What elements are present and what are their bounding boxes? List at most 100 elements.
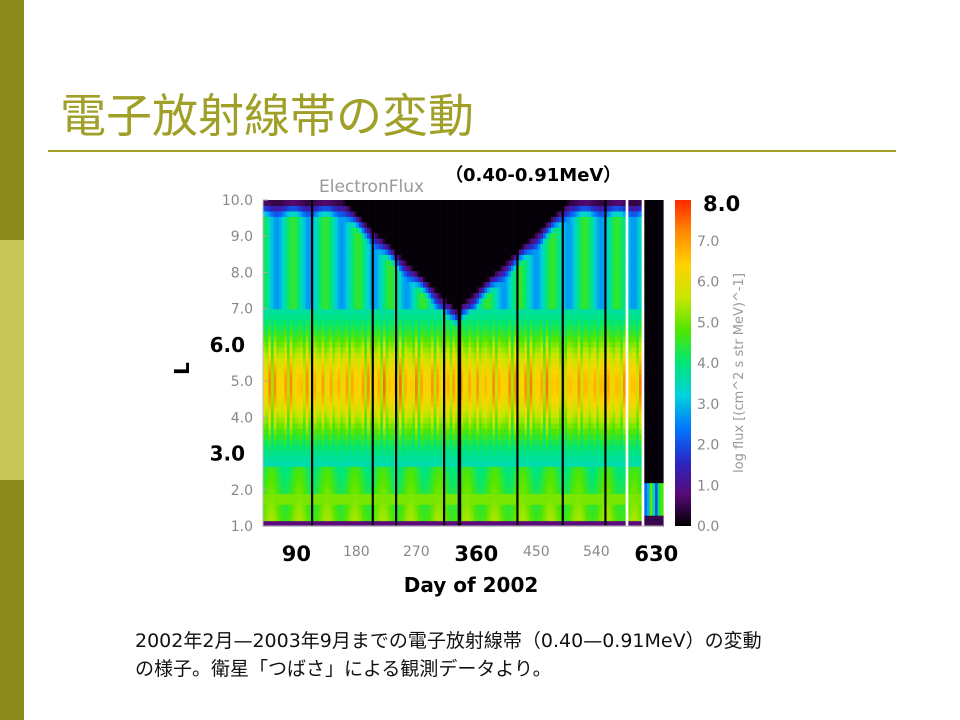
heatmap-cell [476,498,480,505]
heatmap-cell [335,221,339,228]
heatmap-cell [324,406,328,413]
heatmap-cell [361,281,365,288]
heatmap-cell [444,493,448,500]
heatmap-cell [313,286,317,293]
heatmap-cell [409,308,413,315]
heatmap-cell [447,352,451,359]
heatmap-cell [460,357,464,364]
heatmap-cell [340,324,344,331]
heatmap-cell [353,314,357,321]
heatmap-cell [476,401,480,408]
heatmap-cell [361,200,365,207]
heatmap-cell [265,455,269,462]
heatmap-cell [417,395,421,402]
heatmap-cell [385,200,389,207]
heatmap-cell [444,254,448,261]
heatmap-cell [388,221,392,228]
heatmap-cell [268,232,272,239]
heatmap-cell [300,238,304,245]
heatmap-cell [428,243,432,250]
heatmap-cell [273,384,277,391]
heatmap-cell [415,330,419,337]
heatmap-cell [273,248,277,255]
heatmap-cell [359,390,363,397]
heatmap-cell [404,363,408,370]
heatmap-cell [471,455,475,462]
heatmap-cell [324,254,328,261]
heatmap-cell [305,433,309,440]
heatmap-cell [345,330,349,337]
heatmap-cell [431,330,435,337]
heatmap-cell [409,276,413,283]
heatmap-cell [276,346,280,353]
heatmap-cell [305,330,309,337]
heatmap-cell [319,504,323,511]
heatmap-cell [281,254,285,261]
heatmap-cell [345,515,349,522]
heatmap-cell [295,205,299,212]
heatmap-cell [425,254,429,261]
heatmap-cell [391,390,395,397]
heatmap-cell [265,466,269,473]
heatmap-cell [367,276,371,283]
heatmap-cell [332,460,336,467]
heatmap-cell [361,243,365,250]
heatmap-cell [327,335,331,342]
heatmap-cell [417,515,421,522]
heatmap-cell [351,460,355,467]
heatmap-cell [295,471,299,478]
heatmap-cell [335,455,339,462]
heatmap-cell [329,466,333,473]
heatmap-cell [356,379,360,386]
heatmap-cell [268,406,272,413]
heatmap-cell [300,243,304,250]
heatmap-cell [399,330,403,337]
heatmap-cell [369,238,373,245]
heatmap-cell [468,493,472,500]
heatmap-cell [335,227,339,234]
heatmap-cell [479,243,483,250]
heatmap-cell [345,363,349,370]
heatmap-cell [271,466,275,473]
heatmap-cell [292,286,296,293]
heatmap-cell [404,286,408,293]
heatmap-cell [476,324,480,331]
heatmap-cell [383,460,387,467]
heatmap-cell [409,243,413,250]
heatmap-cell [276,477,280,484]
heatmap-cell [289,406,293,413]
heatmap-cell [473,270,477,277]
heatmap-cell [348,314,352,321]
heatmap-cell [369,335,373,342]
heatmap-cell [481,308,485,315]
heatmap-cell [460,428,464,435]
heatmap-cell [380,270,384,277]
heatmap-cell [417,319,421,326]
heatmap-cell [329,281,333,288]
heatmap-cell [473,205,477,212]
heatmap-cell [297,221,301,228]
heatmap-cell [449,401,453,408]
heatmap-cell [404,509,408,516]
heatmap-cell [351,346,355,353]
heatmap-cell [367,314,371,321]
heatmap-cell [329,292,333,299]
heatmap-cell [305,411,309,418]
heatmap-cell [409,482,413,489]
heatmap-cell [436,216,440,223]
heatmap-cell [399,319,403,326]
heatmap-cell [364,455,368,462]
heatmap-cell [335,406,339,413]
heatmap-cell [407,487,411,494]
heatmap-cell [439,363,443,370]
heatmap-cell [361,444,365,451]
heatmap-cell [287,384,291,391]
heatmap-cell [460,259,464,266]
heatmap-cell [367,341,371,348]
heatmap-cell [420,515,424,522]
heatmap-cell [332,379,336,386]
heatmap-cell [271,390,275,397]
heatmap-cell [383,487,387,494]
heatmap-cell [345,460,349,467]
heatmap-cell [399,210,403,217]
